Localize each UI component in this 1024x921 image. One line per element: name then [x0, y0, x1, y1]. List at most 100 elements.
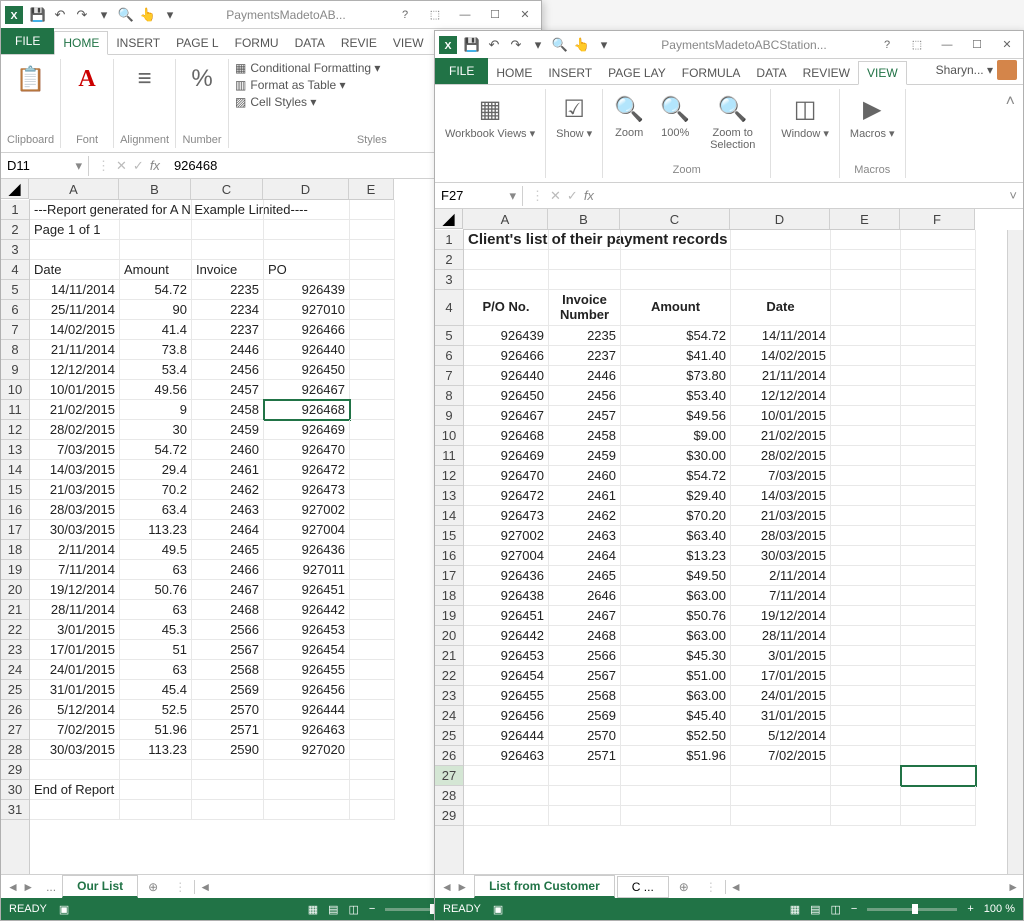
tab-formulas[interactable]: FORMULA [674, 62, 749, 84]
macros-button[interactable]: ▶Macros ▾ [846, 91, 899, 142]
add-sheet-icon[interactable]: ⊕ [140, 880, 166, 894]
cells[interactable]: ---Report generated for A N Example Limi… [30, 200, 395, 874]
tab-view[interactable]: VIEW [385, 32, 432, 54]
sheet-tab-our-list[interactable]: Our List [62, 875, 138, 898]
page-layout-view-icon[interactable]: ▤ [810, 903, 820, 916]
column-headers[interactable]: ABCDE [29, 179, 394, 200]
undo-icon[interactable]: ↶ [485, 36, 503, 54]
user-account[interactable]: Sharyn... ▾ [930, 56, 1023, 84]
workbook-views-icon[interactable]: ▦ [474, 93, 506, 125]
conditional-formatting-button[interactable]: ▦Conditional Formatting ▾ [235, 61, 380, 75]
zoom-out-icon[interactable]: − [369, 903, 375, 915]
ribbon-display-icon[interactable]: ⬚ [423, 6, 447, 24]
svg-text:X: X [444, 39, 451, 51]
qat-customize-icon[interactable]: ▾ [595, 36, 613, 54]
vertical-scrollbar[interactable] [1007, 230, 1023, 874]
formula-input[interactable] [602, 194, 1003, 198]
macro-record-icon[interactable]: ▣ [493, 903, 503, 916]
cancel-formula-icon[interactable]: ✕ [116, 158, 127, 174]
close-icon[interactable]: ✕ [513, 6, 537, 24]
name-box[interactable]: F27▾ [435, 186, 523, 206]
clipboard-icon[interactable]: 📋 [15, 63, 47, 95]
tab-data[interactable]: DATA [287, 32, 333, 54]
show-icon[interactable]: ☑ [558, 93, 590, 125]
page-layout-view-icon[interactable]: ▤ [328, 903, 338, 916]
maximize-icon[interactable]: ☐ [483, 6, 507, 24]
titlebar[interactable]: X 💾 ↶ ↷ ▾ 🔍 👆 ▾ PaymentsMadetoAB... ? ⬚ … [1, 1, 541, 29]
format-as-table-button[interactable]: ▥Format as Table ▾ [235, 78, 380, 92]
tab-view[interactable]: VIEW [858, 61, 907, 85]
print-preview-icon[interactable]: 🔍 [117, 6, 135, 24]
tab-insert[interactable]: INSERT [108, 32, 168, 54]
save-icon[interactable]: 💾 [463, 36, 481, 54]
expand-formula-icon[interactable]: ˅ [1003, 188, 1023, 203]
zoom-100-button[interactable]: 🔍100% [655, 91, 695, 153]
tab-review[interactable]: REVIE [333, 32, 385, 54]
undo-icon[interactable]: ↶ [51, 6, 69, 24]
zoom-button[interactable]: 🔍Zoom [609, 91, 649, 153]
font-icon[interactable]: A [71, 63, 103, 95]
fx-icon[interactable]: fx [584, 188, 594, 203]
page-break-view-icon[interactable]: ◫ [349, 903, 359, 916]
tab-formulas[interactable]: FORMU [227, 32, 287, 54]
select-all-corner[interactable]: ◢ [1, 179, 29, 199]
select-all-corner[interactable]: ◢ [435, 209, 463, 229]
tab-data[interactable]: DATA [748, 62, 794, 84]
name-box[interactable]: D11▾ [1, 156, 89, 176]
ribbon-display-icon[interactable]: ⬚ [905, 36, 929, 54]
close-icon[interactable]: ✕ [995, 36, 1019, 54]
tab-nav[interactable]: ◄ ► [435, 880, 474, 894]
sheet-tab-customer-list[interactable]: List from Customer [474, 875, 615, 898]
touch-mode-icon[interactable]: 👆 [573, 36, 591, 54]
macro-record-icon[interactable]: ▣ [59, 903, 69, 916]
tab-pagelayout[interactable]: PAGE LAY [600, 62, 674, 84]
maximize-icon[interactable]: ☐ [965, 36, 989, 54]
tab-home[interactable]: HOME [54, 31, 108, 55]
tab-pagelayout[interactable]: PAGE L [168, 32, 226, 54]
qat-more-icon[interactable]: ▾ [95, 6, 113, 24]
number-icon[interactable]: % [186, 63, 218, 95]
titlebar[interactable]: X 💾 ↶ ↷ ▾ 🔍 👆 ▾ PaymentsMadetoABCStation… [435, 31, 1023, 59]
help-icon[interactable]: ? [393, 6, 417, 24]
tab-nav[interactable]: ◄ ► [1, 880, 40, 894]
touch-mode-icon[interactable]: 👆 [139, 6, 157, 24]
add-sheet-icon[interactable]: ⊕ [671, 880, 697, 894]
column-headers[interactable]: ABCDEF [463, 209, 975, 230]
zoom-in-icon[interactable]: + [967, 903, 973, 915]
normal-view-icon[interactable]: ▦ [308, 903, 318, 916]
minimize-icon[interactable]: — [453, 6, 477, 24]
tab-home[interactable]: HOME [488, 62, 540, 84]
tab-file[interactable]: FILE [1, 28, 54, 54]
zoom-selection-button[interactable]: 🔍Zoom to Selection [701, 91, 764, 153]
print-preview-icon[interactable]: 🔍 [551, 36, 569, 54]
collapse-ribbon-icon[interactable]: ˄ [998, 89, 1023, 178]
redo-icon[interactable]: ↷ [73, 6, 91, 24]
tab-file[interactable]: FILE [435, 58, 488, 84]
window-icon[interactable]: ◫ [789, 93, 821, 125]
row-headers[interactable]: 1234567891011121314151617181920212223242… [435, 230, 464, 874]
tab-review[interactable]: REVIEW [795, 62, 858, 84]
save-icon[interactable]: 💾 [29, 6, 47, 24]
qat-customize-icon[interactable]: ▾ [161, 6, 179, 24]
sheet-tab-c[interactable]: C ... [617, 876, 669, 898]
cell-styles-button[interactable]: ▨Cell Styles ▾ [235, 95, 380, 109]
tab-insert[interactable]: INSERT [540, 62, 600, 84]
page-break-view-icon[interactable]: ◫ [831, 903, 841, 916]
zoom-slider[interactable] [867, 908, 957, 911]
help-icon[interactable]: ? [875, 36, 899, 54]
row-headers[interactable]: 1234567891011121314151617181920212223242… [1, 200, 30, 874]
horizontal-scrollbar[interactable]: ◄► [725, 880, 1023, 894]
enter-formula-icon[interactable]: ✓ [567, 188, 578, 204]
qat-more-icon[interactable]: ▾ [529, 36, 547, 54]
fx-icon[interactable]: fx [150, 158, 160, 173]
cond-format-icon: ▦ [235, 61, 246, 75]
zoom-level[interactable]: 100 % [984, 903, 1015, 915]
redo-icon[interactable]: ↷ [507, 36, 525, 54]
minimize-icon[interactable]: — [935, 36, 959, 54]
enter-formula-icon[interactable]: ✓ [133, 158, 144, 174]
cancel-formula-icon[interactable]: ✕ [550, 188, 561, 204]
normal-view-icon[interactable]: ▦ [790, 903, 800, 916]
zoom-out-icon[interactable]: − [851, 903, 857, 915]
alignment-icon[interactable]: ≡ [129, 63, 161, 95]
cells[interactable]: Client's list of their payment recordsP/… [464, 230, 976, 874]
